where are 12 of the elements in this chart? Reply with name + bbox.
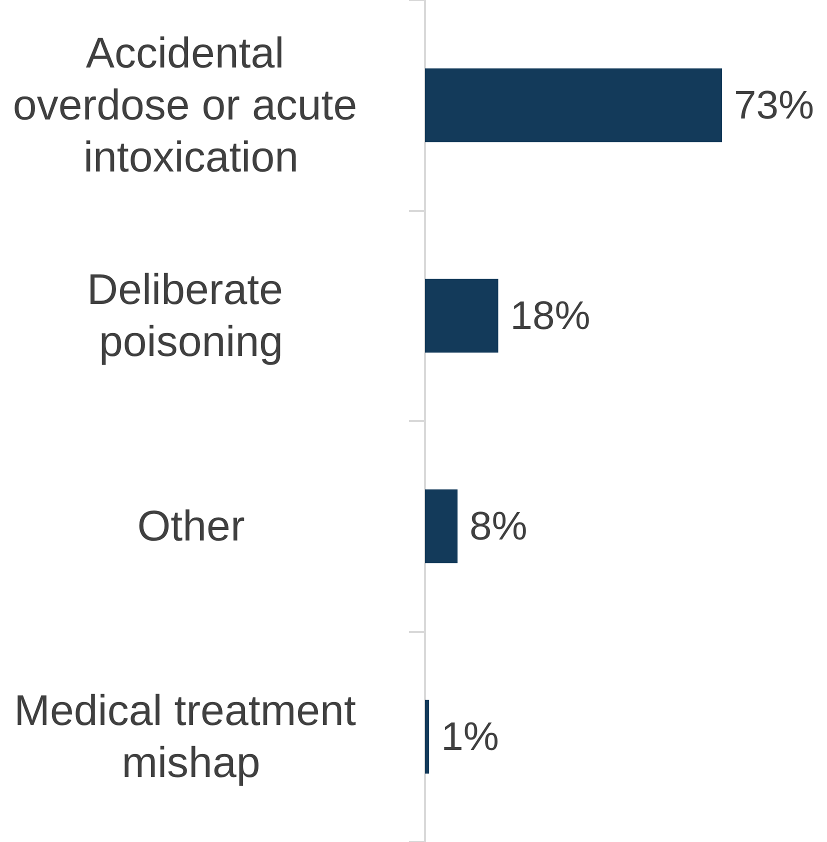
data-label: 18% — [510, 294, 590, 338]
bar — [425, 278, 498, 353]
y-tick-label: Deliberate poisoning — [87, 266, 295, 366]
y-tick-label: Accidental overdose or acute intoxication — [12, 29, 370, 182]
bar — [425, 700, 430, 774]
y-tick-label: Medical treatment mishap — [14, 686, 368, 787]
data-label: 73% — [734, 83, 814, 128]
bar — [425, 489, 458, 564]
y-tick-label: Other — [137, 502, 245, 550]
data-label: 8% — [470, 504, 528, 548]
bar — [425, 68, 722, 142]
data-label: 1% — [441, 714, 499, 759]
